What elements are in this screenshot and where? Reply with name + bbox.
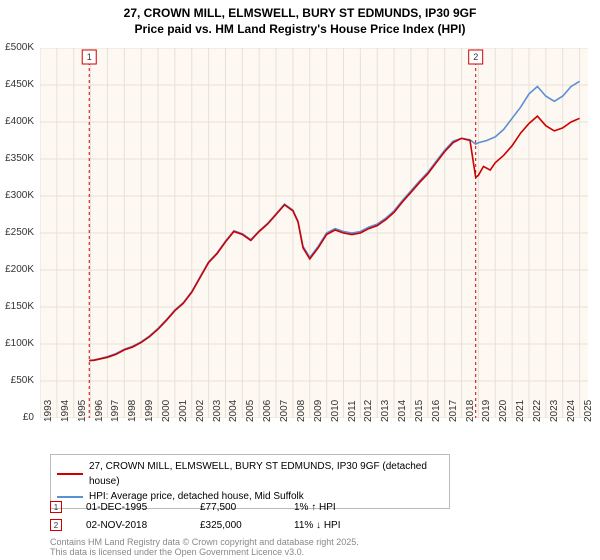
event-row: 1 01-DEC-1995 £77,500 1% ↑ HPI xyxy=(50,498,384,516)
footer: Contains HM Land Registry data © Crown c… xyxy=(50,537,359,557)
x-tick-label: 1999 xyxy=(144,400,155,422)
x-tick-label: 1994 xyxy=(60,400,71,422)
x-tick-label: 2020 xyxy=(498,400,509,422)
event-row: 2 02-NOV-2018 £325,000 11% ↓ HPI xyxy=(50,516,384,534)
event-date: 01-DEC-1995 xyxy=(86,502,176,513)
event-price: £325,000 xyxy=(200,520,270,531)
x-tick-label: 2015 xyxy=(414,400,425,422)
event-delta: 11% ↓ HPI xyxy=(294,520,384,531)
x-tick-label: 2016 xyxy=(431,400,442,422)
x-tick-label: 2021 xyxy=(515,400,526,422)
legend-item: 27, CROWN MILL, ELMSWELL, BURY ST EDMUND… xyxy=(57,459,443,489)
x-tick-label: 2006 xyxy=(262,400,273,422)
x-tick-label: 2012 xyxy=(363,400,374,422)
x-tick-label: 2000 xyxy=(161,400,172,422)
y-tick-label: £250K xyxy=(5,227,34,238)
x-tick-label: 2013 xyxy=(380,400,391,422)
x-tick-label: 2008 xyxy=(296,400,307,422)
x-tick-label: 2010 xyxy=(330,400,341,422)
y-tick-label: £450K xyxy=(5,79,34,90)
legend-swatch xyxy=(57,473,83,475)
x-tick-label: 2017 xyxy=(448,400,459,422)
event-marker-icon: 1 xyxy=(50,501,62,513)
chart-title: 27, CROWN MILL, ELMSWELL, BURY ST EDMUND… xyxy=(0,0,600,37)
x-tick-label: 2007 xyxy=(279,400,290,422)
marker-label-2: 2 xyxy=(473,52,478,62)
x-tick-label: 2018 xyxy=(465,400,476,422)
x-tick-label: 2022 xyxy=(532,400,543,422)
x-tick-label: 1996 xyxy=(94,400,105,422)
chart: 12 £0£50K£100K£150K£200K£250K£300K£350K£… xyxy=(40,48,588,418)
y-tick-label: £50K xyxy=(11,375,34,386)
marker-label-1: 1 xyxy=(87,52,92,62)
y-tick-label: £100K xyxy=(5,338,34,349)
x-tick-label: 2024 xyxy=(566,400,577,422)
x-tick-label: 2004 xyxy=(228,400,239,422)
event-marker-icon: 2 xyxy=(50,519,62,531)
title-line-1: 27, CROWN MILL, ELMSWELL, BURY ST EDMUND… xyxy=(124,6,477,20)
y-tick-label: £500K xyxy=(5,42,34,53)
x-tick-label: 1993 xyxy=(43,400,54,422)
legend-label: 27, CROWN MILL, ELMSWELL, BURY ST EDMUND… xyxy=(89,459,443,489)
y-tick-label: £0 xyxy=(23,412,34,423)
event-price: £77,500 xyxy=(200,502,270,513)
x-tick-label: 2009 xyxy=(313,400,324,422)
x-tick-label: 2001 xyxy=(178,400,189,422)
y-tick-label: £350K xyxy=(5,153,34,164)
y-tick-label: £150K xyxy=(5,301,34,312)
y-tick-label: £400K xyxy=(5,116,34,127)
x-tick-label: 2003 xyxy=(212,400,223,422)
event-date: 02-NOV-2018 xyxy=(86,520,176,531)
x-tick-label: 1997 xyxy=(110,400,121,422)
footer-line-1: Contains HM Land Registry data © Crown c… xyxy=(50,537,359,547)
title-line-2: Price paid vs. HM Land Registry's House … xyxy=(135,22,466,36)
y-tick-label: £300K xyxy=(5,190,34,201)
event-delta: 1% ↑ HPI xyxy=(294,502,384,513)
y-tick-label: £200K xyxy=(5,264,34,275)
x-tick-label: 1998 xyxy=(127,400,138,422)
x-tick-label: 2025 xyxy=(583,400,594,422)
x-tick-label: 1995 xyxy=(77,400,88,422)
x-tick-label: 2002 xyxy=(195,400,206,422)
x-tick-label: 2019 xyxy=(481,400,492,422)
chart-svg: 12 xyxy=(40,48,588,418)
x-tick-label: 2005 xyxy=(245,400,256,422)
events-table: 1 01-DEC-1995 £77,500 1% ↑ HPI 2 02-NOV-2018 £… xyxy=(50,498,384,534)
x-tick-label: 2014 xyxy=(397,400,408,422)
x-tick-label: 2011 xyxy=(347,400,358,422)
x-tick-label: 2023 xyxy=(549,400,560,422)
footer-line-2: This data is licensed under the Open Gov… xyxy=(50,547,304,557)
